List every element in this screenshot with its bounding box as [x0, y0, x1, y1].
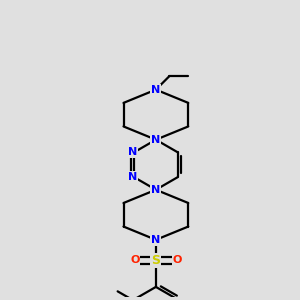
Text: N: N [151, 235, 160, 245]
Text: N: N [128, 172, 137, 182]
Text: S: S [152, 254, 160, 267]
Text: O: O [172, 255, 182, 266]
Text: N: N [151, 185, 160, 195]
Text: N: N [151, 85, 160, 94]
Text: O: O [130, 255, 140, 266]
Text: N: N [128, 147, 137, 157]
Text: N: N [151, 135, 160, 145]
